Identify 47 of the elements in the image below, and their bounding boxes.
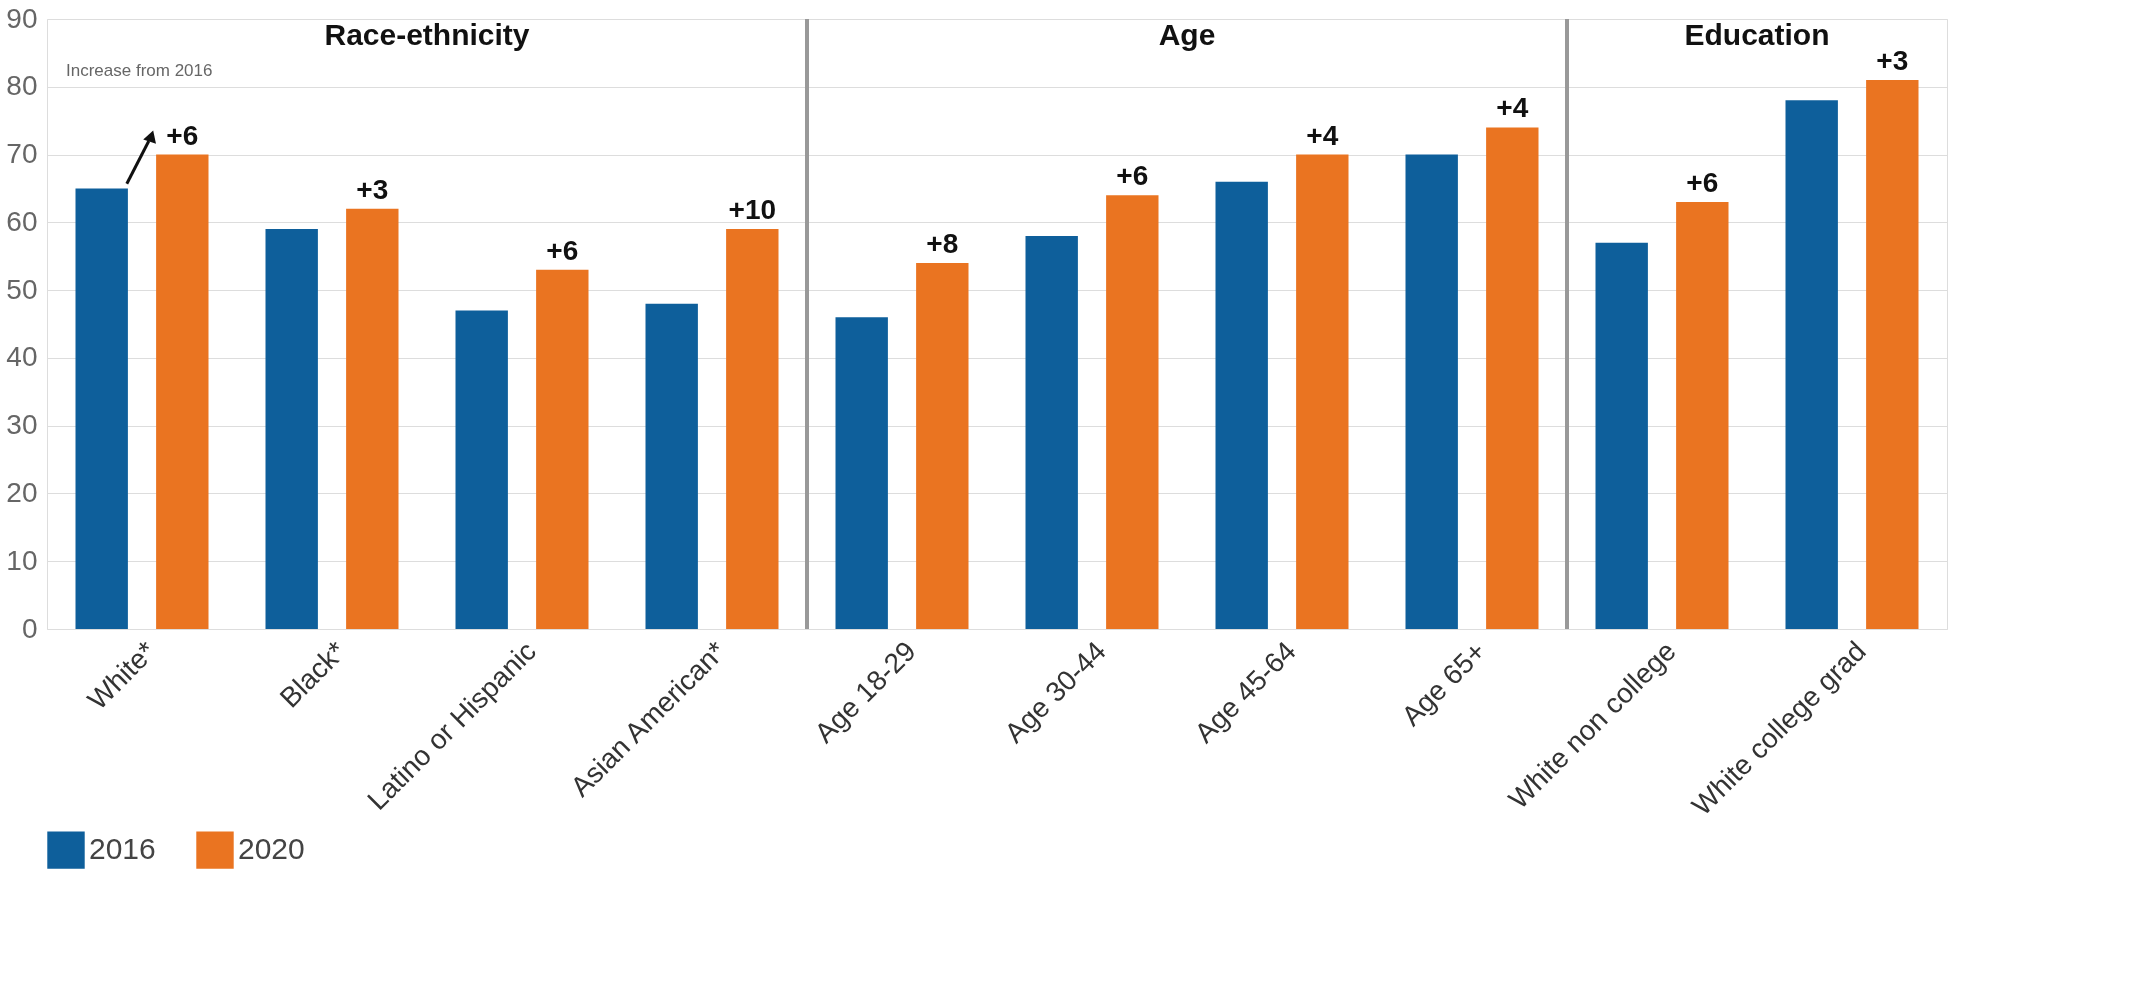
- bar: [1676, 202, 1729, 629]
- bar: [645, 303, 698, 629]
- bar: [1785, 100, 1838, 629]
- annotation: +4: [1496, 92, 1529, 124]
- bar: [265, 229, 318, 629]
- annotation: +6: [1686, 167, 1719, 198]
- annotation: +6: [166, 119, 199, 151]
- annotation: +4: [1306, 119, 1339, 151]
- bar: [835, 317, 888, 629]
- annotation: Increase from 2016: [66, 60, 213, 80]
- bar: [455, 310, 508, 629]
- legend-label: 2016: [89, 832, 156, 866]
- bar: [75, 188, 128, 629]
- y-tick-label: 30: [6, 409, 38, 441]
- y-tick-label: 40: [6, 341, 38, 373]
- bar: [1296, 154, 1349, 629]
- bar: [1405, 154, 1458, 629]
- bar: [536, 269, 589, 629]
- annotation: +3: [356, 173, 389, 205]
- bar: [1866, 80, 1919, 629]
- y-tick-label: 70: [6, 138, 38, 170]
- annotation: Race-ethnicity: [324, 18, 530, 51]
- annotation: +6: [1116, 160, 1149, 192]
- bar: [1215, 181, 1268, 629]
- annotation: +6: [546, 234, 579, 266]
- bar: [156, 154, 209, 629]
- bar: [1595, 242, 1648, 629]
- legend-label: 2020: [238, 832, 305, 866]
- bar: [916, 263, 969, 629]
- annotation: +8: [926, 228, 959, 259]
- annotation: +10: [728, 194, 777, 226]
- annotation: +3: [1876, 45, 1909, 76]
- bar: [1106, 195, 1159, 629]
- y-tick-label: 50: [6, 273, 38, 305]
- bar: [346, 208, 399, 629]
- y-tick-label: 0: [21, 612, 38, 644]
- y-tick-label: 90: [6, 2, 38, 34]
- y-tick-label: 20: [6, 476, 38, 508]
- y-tick-label: 60: [6, 205, 38, 237]
- annotation: Age: [1158, 18, 1216, 51]
- x-tick-label: Age 65+: [1395, 635, 1492, 732]
- y-tick-label: 80: [6, 70, 38, 102]
- y-tick-label: 10: [6, 544, 38, 576]
- bar: [1486, 127, 1539, 629]
- bar: [726, 229, 779, 629]
- bar: [1025, 235, 1078, 629]
- annotation: Education: [1684, 18, 1830, 51]
